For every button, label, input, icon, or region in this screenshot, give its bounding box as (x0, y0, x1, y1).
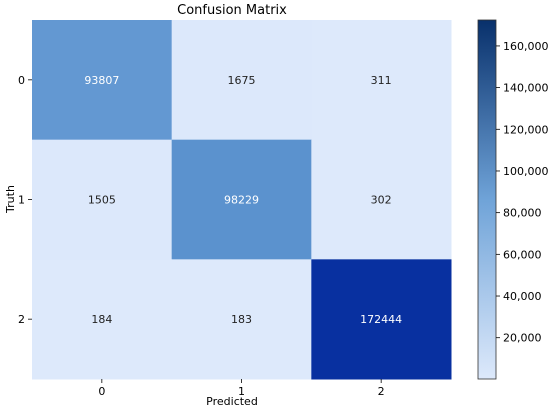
heatmap-cell-r1-c1 (171, 139, 312, 260)
colorbar: 20,000 40,000 60,000 80,000 100,000 120,000 14… (477, 19, 549, 380)
colorbar-tick-label-4: 100,000 (503, 165, 549, 178)
heatmap-cell-r2-c2 (311, 259, 452, 380)
colorbar-tick-label-7: 160,000 (503, 40, 549, 53)
heatmap-cell-r2-c1 (171, 259, 312, 380)
x-tick-label-1: 1 (238, 385, 245, 398)
colorbar-tick-label-3: 80,000 (503, 207, 542, 220)
colorbar-tick-label-6: 140,000 (503, 82, 549, 95)
cell-value-r1-c0: 1505 (88, 194, 116, 207)
cell-value-r1-c2: 302 (371, 194, 392, 207)
x-tick-label-2: 2 (378, 385, 385, 398)
heatmap-cell-r0-c1 (171, 20, 312, 141)
colorbar-gradient (477, 19, 497, 380)
cell-value-r1-c1: 98229 (224, 194, 259, 207)
colorbar-tick-label-5: 120,000 (503, 123, 549, 136)
colorbar-tick-label-0: 20,000 (503, 332, 542, 345)
heatmap-cell-r1-c2 (311, 139, 452, 260)
cell-value-r2-c2: 172444 (360, 313, 402, 326)
x-axis-label: Predicted (206, 395, 258, 408)
cell-value-r2-c0: 184 (91, 313, 112, 326)
x-tick-label-0: 0 (98, 385, 105, 398)
colorbar-tick-label-1: 40,000 (503, 290, 542, 303)
y-axis-label: Truth (4, 185, 17, 214)
colorbar-tick-label-2: 60,000 (503, 248, 542, 261)
heatmap-cell-r0-c2 (311, 20, 452, 141)
y-tick-label-2: 2 (18, 313, 25, 326)
cell-value-r0-c0: 93807 (84, 74, 119, 87)
heatmap-cell-r2-c0 (32, 259, 173, 380)
heatmap-cells (32, 20, 452, 380)
cell-value-r2-c1: 183 (231, 313, 252, 326)
heatmap-cell-r1-c0 (32, 139, 173, 260)
chart-title: Confusion Matrix (177, 3, 287, 18)
y-tick-label-1: 1 (18, 194, 25, 207)
heatmap-cell-labels: 93807 1675 311 1505 98229 302 184 183 172444 (84, 74, 402, 326)
heatmap-cell-r0-c0 (32, 20, 173, 141)
y-axis: 0 1 2 (18, 74, 32, 326)
x-axis: 0 1 2 (98, 379, 385, 398)
cell-value-r0-c1: 1675 (228, 74, 256, 87)
colorbar-ticks: 20,000 40,000 60,000 80,000 100,000 120,000 14… (496, 40, 549, 345)
y-tick-label-0: 0 (18, 74, 25, 87)
cell-value-r0-c2: 311 (371, 74, 392, 87)
